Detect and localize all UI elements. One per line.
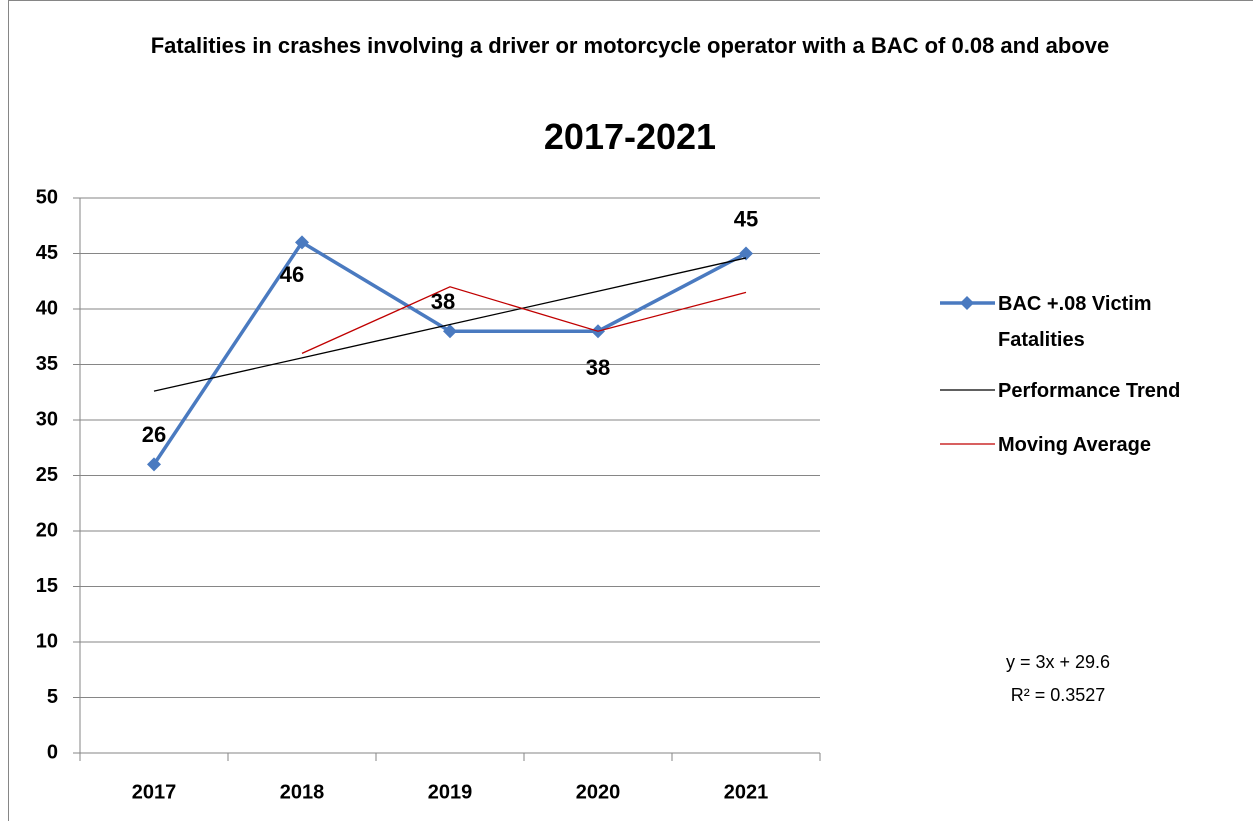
- x-tick-label: 2018: [280, 781, 325, 803]
- data-label: 38: [586, 355, 610, 380]
- data-point: [443, 324, 457, 339]
- x-tick-label: 2017: [132, 781, 177, 803]
- data-label: 46: [280, 262, 304, 287]
- series-line: [153, 257, 747, 392]
- data-label: 38: [431, 289, 455, 314]
- y-tick-label: 0: [47, 741, 58, 763]
- data-point: [295, 235, 309, 250]
- chart-title: Fatalities in crashes involving a driver…: [150, 33, 1110, 58]
- data-point: [739, 246, 753, 261]
- y-tick-label: 15: [36, 575, 58, 597]
- trendline-equation: y = 3x + 29.6: [1006, 652, 1110, 672]
- x-tick-label: 2019: [428, 781, 473, 803]
- y-tick-label: 50: [36, 186, 58, 208]
- y-tick-label: 25: [36, 464, 58, 486]
- legend-marker: [960, 296, 974, 310]
- y-tick-label: 30: [36, 408, 58, 430]
- legend-label: BAC +.08 Victim Fatalities: [998, 293, 1152, 351]
- x-tick-label: 2020: [576, 781, 621, 803]
- series-line: [152, 240, 747, 466]
- y-tick-label: 45: [36, 242, 58, 264]
- y-tick-label: 35: [36, 353, 58, 375]
- series-line: [301, 286, 747, 354]
- x-tick-label: 2021: [724, 781, 769, 803]
- chart-subtitle: 2017-2021: [543, 116, 717, 157]
- y-tick-label: 5: [47, 686, 58, 708]
- legend-label: Moving Average: [998, 434, 1151, 456]
- trendline-equation: R² = 0.3527: [1011, 685, 1106, 705]
- y-tick-label: 10: [36, 630, 58, 652]
- data-label: 45: [734, 206, 758, 231]
- chart-frame: [8, 0, 1253, 821]
- legend-label: Performance Trend: [998, 380, 1181, 402]
- y-tick-label: 20: [36, 519, 58, 541]
- y-tick-label: 40: [36, 297, 58, 319]
- data-label: 26: [142, 422, 166, 447]
- data-point: [147, 457, 161, 472]
